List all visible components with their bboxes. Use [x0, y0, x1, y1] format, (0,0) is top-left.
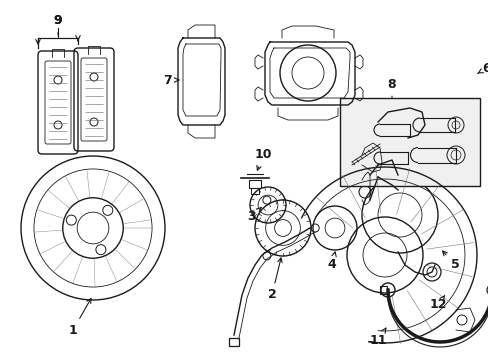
- Bar: [250, 188, 259, 194]
- Bar: [379, 286, 386, 294]
- Text: 9: 9: [54, 13, 62, 27]
- Bar: [228, 338, 239, 346]
- Text: 10: 10: [254, 148, 271, 170]
- Text: 6: 6: [476, 62, 488, 75]
- Text: 9: 9: [54, 13, 62, 35]
- Bar: [339, 98, 479, 186]
- Text: 7: 7: [163, 73, 179, 86]
- Text: 12: 12: [428, 296, 446, 311]
- Text: 8: 8: [387, 77, 395, 98]
- Text: 3: 3: [247, 207, 261, 222]
- Text: 2: 2: [267, 258, 282, 302]
- Text: 5: 5: [442, 251, 458, 271]
- Text: 11: 11: [368, 328, 386, 346]
- Bar: [248, 180, 261, 188]
- Text: 4: 4: [327, 252, 336, 271]
- Text: 1: 1: [68, 298, 91, 337]
